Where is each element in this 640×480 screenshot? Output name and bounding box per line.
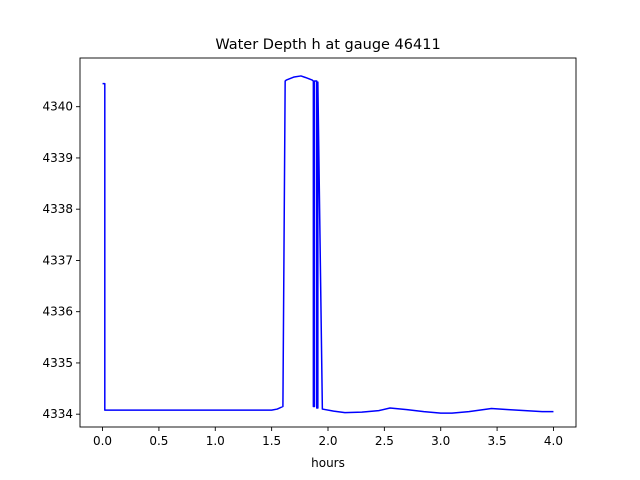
y-tick-label: 4337 <box>42 253 73 267</box>
plot-area: 0.0 0.5 1.0 1.5 2.0 2.5 3.0 3.5 4.0 4334 4335 4336 4… <box>42 57 577 448</box>
x-tick-label: 0.0 <box>93 434 112 448</box>
y-tick-label: 4334 <box>42 407 73 421</box>
x-tick-label: 2.5 <box>375 434 394 448</box>
x-tick-label: 3.0 <box>431 434 450 448</box>
x-tick-label: 0.5 <box>149 434 168 448</box>
y-tick-label: 4336 <box>42 305 73 319</box>
y-tick-label: 4339 <box>42 151 73 165</box>
x-tick-label: 1.0 <box>206 434 225 448</box>
y-tick-label: 4335 <box>42 356 73 370</box>
x-tick-label: 4.0 <box>544 434 563 448</box>
chart-title: Water Depth h at gauge 46411 <box>215 37 440 53</box>
series-line-0 <box>102 75 554 414</box>
x-tick-label: 2.0 <box>318 434 337 448</box>
x-axis-label: hours <box>311 456 345 470</box>
y-tick-label: 4338 <box>42 202 73 216</box>
y-tick-label: 4340 <box>42 100 73 114</box>
x-tick-label: 3.5 <box>488 434 507 448</box>
x-tick-label: 1.5 <box>262 434 281 448</box>
